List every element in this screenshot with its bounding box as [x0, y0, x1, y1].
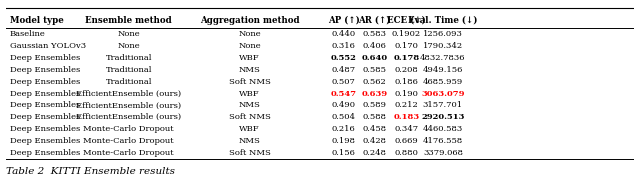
Text: 0.880: 0.880 — [395, 149, 419, 157]
Text: 0.669: 0.669 — [395, 137, 419, 145]
Text: 3157.701: 3157.701 — [423, 102, 463, 110]
Text: Monte-Carlo Dropout: Monte-Carlo Dropout — [83, 137, 174, 145]
Text: 0.198: 0.198 — [332, 137, 356, 145]
Text: Baseline: Baseline — [10, 30, 45, 38]
Text: None: None — [239, 42, 261, 50]
Text: Soft NMS: Soft NMS — [229, 113, 271, 121]
Text: 0.190: 0.190 — [395, 90, 419, 98]
Text: 1790.342: 1790.342 — [423, 42, 463, 50]
Text: Soft NMS: Soft NMS — [229, 78, 271, 86]
Text: Deep Ensembles: Deep Ensembles — [10, 90, 80, 98]
Text: Traditional: Traditional — [106, 54, 152, 62]
Text: None: None — [239, 30, 261, 38]
Text: Traditional: Traditional — [106, 66, 152, 74]
Text: 0.487: 0.487 — [332, 66, 356, 74]
Text: 4685.959: 4685.959 — [423, 78, 463, 86]
Text: 0.216: 0.216 — [332, 125, 356, 133]
Text: Gaussian YOLOv3: Gaussian YOLOv3 — [10, 42, 86, 50]
Text: 0.347: 0.347 — [394, 125, 419, 133]
Text: Monte-Carlo Dropout: Monte-Carlo Dropout — [83, 125, 174, 133]
Text: 0.186: 0.186 — [395, 78, 419, 86]
Text: 0.248: 0.248 — [363, 149, 387, 157]
Text: Monte-Carlo Dropout: Monte-Carlo Dropout — [83, 149, 174, 157]
Text: 4176.558: 4176.558 — [423, 137, 463, 145]
Text: 2920.513: 2920.513 — [421, 113, 465, 121]
Text: Deep Ensembles: Deep Ensembles — [10, 113, 80, 121]
Text: 3063.079: 3063.079 — [421, 90, 465, 98]
Text: EfficientEnsemble (ours): EfficientEnsemble (ours) — [76, 102, 181, 110]
Text: 0.183: 0.183 — [394, 113, 420, 121]
Text: 0.639: 0.639 — [362, 90, 388, 98]
Text: AP (↑): AP (↑) — [328, 16, 360, 25]
Text: WBF: WBF — [239, 90, 260, 98]
Text: 0.583: 0.583 — [363, 30, 387, 38]
Text: EfficientEnsemble (ours): EfficientEnsemble (ours) — [76, 113, 181, 121]
Text: 1256.093: 1256.093 — [423, 30, 463, 38]
Text: 0.458: 0.458 — [362, 125, 387, 133]
Text: Deep Ensembles: Deep Ensembles — [10, 137, 80, 145]
Text: Soft NMS: Soft NMS — [229, 149, 271, 157]
Text: 0.490: 0.490 — [332, 102, 356, 110]
Text: 4460.583: 4460.583 — [423, 125, 463, 133]
Text: 0.504: 0.504 — [332, 113, 356, 121]
Text: 0.640: 0.640 — [362, 54, 388, 62]
Text: Deep Ensembles: Deep Ensembles — [10, 66, 80, 74]
Text: 4832.7836: 4832.7836 — [420, 54, 466, 62]
Text: Ensemble method: Ensemble method — [85, 16, 172, 25]
Text: Table 2  KITTI Ensemble results: Table 2 KITTI Ensemble results — [6, 167, 175, 176]
Text: 4949.156: 4949.156 — [423, 66, 463, 74]
Text: 0.1902: 0.1902 — [392, 30, 421, 38]
Text: 0.170: 0.170 — [395, 42, 419, 50]
Text: NMS: NMS — [239, 137, 260, 145]
Text: Model type: Model type — [10, 16, 63, 25]
Text: Deep Ensembles: Deep Ensembles — [10, 54, 80, 62]
Text: Eval. Time (↓): Eval. Time (↓) — [408, 16, 477, 25]
Text: NMS: NMS — [239, 66, 260, 74]
Text: None: None — [117, 42, 140, 50]
Text: 0.562: 0.562 — [363, 78, 387, 86]
Text: 0.316: 0.316 — [332, 42, 356, 50]
Text: 0.440: 0.440 — [332, 30, 356, 38]
Text: 0.507: 0.507 — [332, 78, 356, 86]
Text: Deep Ensembles: Deep Ensembles — [10, 78, 80, 86]
Text: 0.208: 0.208 — [395, 66, 419, 74]
Text: WBF: WBF — [239, 54, 260, 62]
Text: 0.547: 0.547 — [331, 90, 357, 98]
Text: 0.178: 0.178 — [394, 54, 420, 62]
Text: 0.428: 0.428 — [363, 137, 387, 145]
Text: EfficientEnsemble (ours): EfficientEnsemble (ours) — [76, 90, 181, 98]
Text: Deep Ensembles: Deep Ensembles — [10, 102, 80, 110]
Text: 0.156: 0.156 — [332, 149, 356, 157]
Text: 0.552: 0.552 — [331, 54, 356, 62]
Text: 0.585: 0.585 — [363, 66, 387, 74]
Text: AR (↑): AR (↑) — [358, 16, 391, 25]
Text: Deep Ensembles: Deep Ensembles — [10, 149, 80, 157]
Text: WBF: WBF — [239, 125, 260, 133]
Text: 0.589: 0.589 — [363, 102, 387, 110]
Text: ECE (↓): ECE (↓) — [387, 16, 426, 25]
Text: Aggregation method: Aggregation method — [200, 16, 300, 25]
Text: NMS: NMS — [239, 102, 260, 110]
Text: 0.406: 0.406 — [363, 42, 387, 50]
Text: None: None — [117, 30, 140, 38]
Text: Traditional: Traditional — [106, 78, 152, 86]
Text: 0.588: 0.588 — [363, 113, 387, 121]
Text: 3379.068: 3379.068 — [423, 149, 463, 157]
Text: Deep Ensembles: Deep Ensembles — [10, 125, 80, 133]
Text: 0.212: 0.212 — [395, 102, 419, 110]
